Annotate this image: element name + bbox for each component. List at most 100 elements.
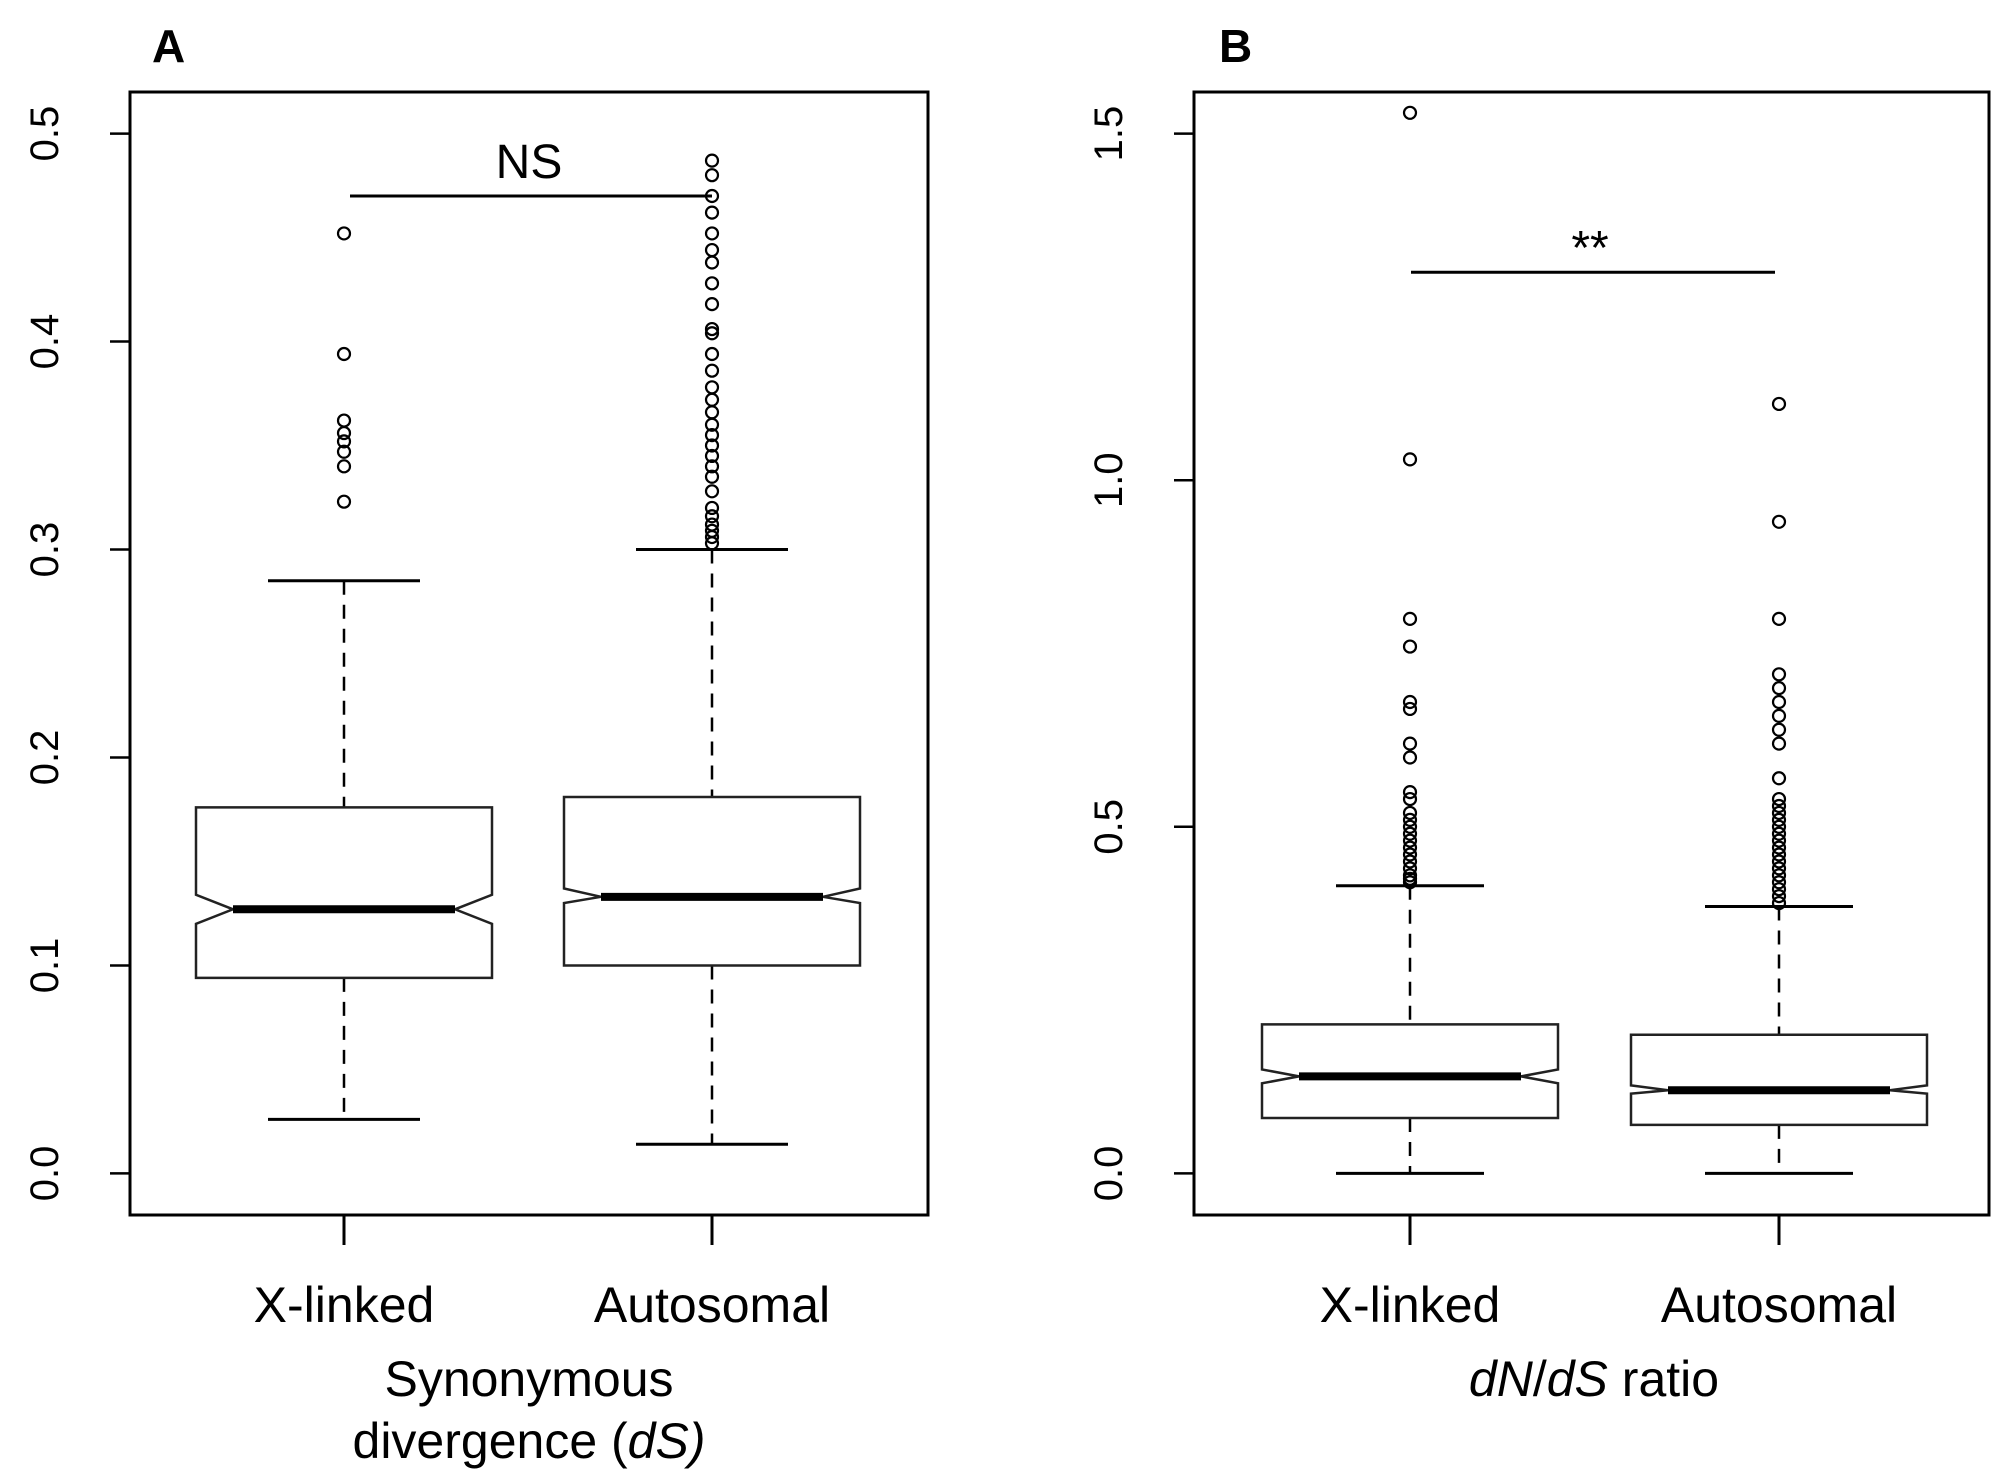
panel-b-significance-label: ** bbox=[1571, 222, 1608, 275]
panel-a-autosomal-outlier bbox=[704, 523, 720, 538]
panel-a-autosomal-outlier bbox=[704, 405, 720, 420]
panel-a: A 0.00.10.20.30.40.5 X-linked Autosomal … bbox=[23, 20, 930, 1469]
panel-a-y-tick-label: 0.5 bbox=[23, 106, 67, 162]
panel-a-autosomal-outlier bbox=[704, 459, 720, 474]
panel-a-y-axis: 0.0 0.1 0.2 0.3 0.4 0.5 bbox=[23, 106, 714, 1245]
panel-b-x-title-rest: ratio bbox=[1608, 1351, 1719, 1407]
panel-a-x-linked-outlier bbox=[336, 346, 352, 362]
panel-b-x-linked-outlier bbox=[1402, 868, 1418, 883]
panel-b-autosomal-outlier bbox=[1771, 396, 1787, 412]
panel-b-x-title-sep: / bbox=[1533, 1351, 1547, 1407]
panel-b-y-axis: 0.0 0.5 1.0 1.5 bbox=[1087, 106, 1781, 1245]
panel-a-outliers bbox=[336, 153, 720, 551]
panel-b-autosomal-outlier bbox=[1771, 791, 1787, 807]
panel-b-autosomal-outlier bbox=[1771, 875, 1787, 890]
panel-b-autosomal-outlier bbox=[1771, 805, 1787, 821]
panel-b-x-linked-outlier bbox=[1402, 750, 1418, 765]
panel-a-autosomal-outlier bbox=[704, 153, 720, 168]
panel-b-x-linked-outlier bbox=[1402, 639, 1418, 654]
panel-b-x-linked-outlier bbox=[1402, 847, 1418, 862]
panel-b-y-tick-label: 1.5 bbox=[1087, 106, 1131, 162]
panel-b-category-x-linked: X-linked bbox=[1320, 1277, 1501, 1333]
panel-b-x-linked-outlier bbox=[1402, 826, 1418, 841]
panel-b-autosomal-outlier bbox=[1771, 722, 1787, 737]
panel-b-autosomal-outlier bbox=[1771, 736, 1787, 751]
panel-b-autosomal-outlier bbox=[1771, 826, 1787, 841]
panel-a-autosomal-outlier bbox=[704, 469, 720, 484]
panel-a-x-linked-box bbox=[194, 806, 494, 980]
panel-a-significance: NS bbox=[350, 136, 712, 198]
panel-b-label: B bbox=[1219, 20, 1252, 72]
panel-b-y-tick-label: 0.0 bbox=[1087, 1146, 1131, 1202]
panel-a-x-linked-outlier bbox=[336, 494, 352, 509]
panel-b-y-tick-label: 1.0 bbox=[1087, 452, 1131, 508]
panel-b-category-autosomal: Autosomal bbox=[1661, 1277, 1897, 1333]
panel-a-autosomal-outlier bbox=[704, 346, 720, 362]
panel-a-x-linked-outlier bbox=[336, 444, 352, 459]
panel-a-category-autosomal: Autosomal bbox=[594, 1277, 830, 1333]
panel-b-autosomal-outlier bbox=[1771, 861, 1787, 876]
panel-b-x-linked-outlier bbox=[1402, 694, 1418, 710]
panel-b-x-linked-outlier bbox=[1402, 611, 1418, 626]
panel-a-autosomal-outlier bbox=[704, 363, 720, 378]
panel-a-y-tick-label: 0.1 bbox=[23, 938, 67, 994]
panel-a-autosomal-outlier bbox=[704, 297, 720, 312]
panel-b-autosomal-outlier bbox=[1771, 847, 1787, 862]
panel-a-autosomal-outlier bbox=[704, 392, 720, 407]
panel-a-x-linked-outlier bbox=[336, 434, 352, 449]
panel-a-autosomal-outlier bbox=[704, 321, 720, 337]
panel-b-x-title-ds: dS bbox=[1547, 1351, 1608, 1407]
panel-b-autosomal-outlier bbox=[1771, 819, 1787, 834]
panel-b-x-linked-outlier bbox=[1402, 854, 1418, 869]
panel-b-x-linked-outlier bbox=[1402, 861, 1418, 876]
panel-b-autosomal-outlier bbox=[1771, 812, 1787, 827]
panel-a-autosomal-outlier bbox=[704, 226, 720, 241]
panel-a-y-tick-label: 0.4 bbox=[23, 314, 67, 370]
panel-b-autosomal-outlier bbox=[1771, 667, 1787, 682]
panel-b-autosomal-outlier bbox=[1771, 854, 1787, 869]
panel-a-autosomal-outlier bbox=[704, 484, 720, 499]
panel-b-autosomal-outlier bbox=[1771, 708, 1787, 723]
panel-a-autosomal-outlier bbox=[704, 205, 720, 220]
panel-a-autosomal-outlier bbox=[704, 380, 720, 395]
panel-b-autosomal-outlier bbox=[1771, 895, 1787, 911]
panel-a-boxes bbox=[194, 548, 862, 1146]
panel-a-y-tick-label: 0.0 bbox=[23, 1146, 67, 1202]
panel-b-x-linked-outlier bbox=[1402, 791, 1418, 807]
panel-a-autosomal-outlier bbox=[704, 500, 720, 516]
panel-a-autosomal-outlier bbox=[704, 517, 720, 532]
panel-a-category-x-linked: X-linked bbox=[254, 1277, 435, 1333]
panel-b-x-axis: X-linked Autosomal bbox=[1320, 1277, 1897, 1333]
panel-a-y-tick-label: 0.2 bbox=[23, 730, 67, 786]
panel-a-autosomal-box bbox=[562, 795, 862, 967]
panel-b-boxes bbox=[1260, 884, 1929, 1175]
panel-b-x-linked-outlier bbox=[1402, 105, 1418, 120]
panel-a-significance-label: NS bbox=[496, 136, 563, 189]
panel-b-x-title-dn: dN bbox=[1469, 1351, 1534, 1407]
panel-b-autosomal-outlier bbox=[1771, 514, 1787, 529]
panel-a-x-title-line1: Synonymous bbox=[384, 1351, 673, 1407]
panel-a-plot-frame bbox=[128, 90, 930, 1217]
panel-b-x-linked-outlier bbox=[1402, 701, 1418, 717]
panel-b-autosomal-outlier bbox=[1771, 681, 1787, 696]
panel-b: B 0.0 0.5 1.0 1.5 X-linked Autosomal ** dN/… bbox=[1087, 20, 1991, 1407]
panel-b-autosomal-outlier bbox=[1771, 694, 1787, 710]
panel-a-label: A bbox=[152, 20, 185, 72]
panel-a-autosomal-outlier bbox=[704, 428, 720, 443]
panel-b-x-title: dN/dS ratio bbox=[1469, 1351, 1719, 1407]
panel-b-x-linked-outlier bbox=[1402, 452, 1418, 467]
panel-b-x-linked-outlier bbox=[1402, 840, 1418, 855]
panel-b-autosomal-outlier bbox=[1771, 833, 1787, 848]
panel-a-x-linked-outlier bbox=[336, 425, 352, 441]
panel-b-autosomal-outlier bbox=[1771, 868, 1787, 883]
panel-a-x-title-italic: dS) bbox=[628, 1413, 706, 1469]
panel-b-autosomal-outlier bbox=[1771, 840, 1787, 855]
panel-a-autosomal-outlier bbox=[704, 326, 720, 341]
panel-a-autosomal-outlier bbox=[704, 438, 720, 453]
panel-a-x-linked-outlier bbox=[336, 413, 352, 428]
panel-a-x-linked-outlier bbox=[336, 459, 352, 474]
panel-b-x-linked-outlier bbox=[1402, 812, 1418, 827]
panel-a-y-tick-label: 0.3 bbox=[23, 522, 67, 578]
panel-a-autosomal-outlier bbox=[704, 168, 720, 183]
panel-b-x-linked-outlier bbox=[1402, 833, 1418, 848]
